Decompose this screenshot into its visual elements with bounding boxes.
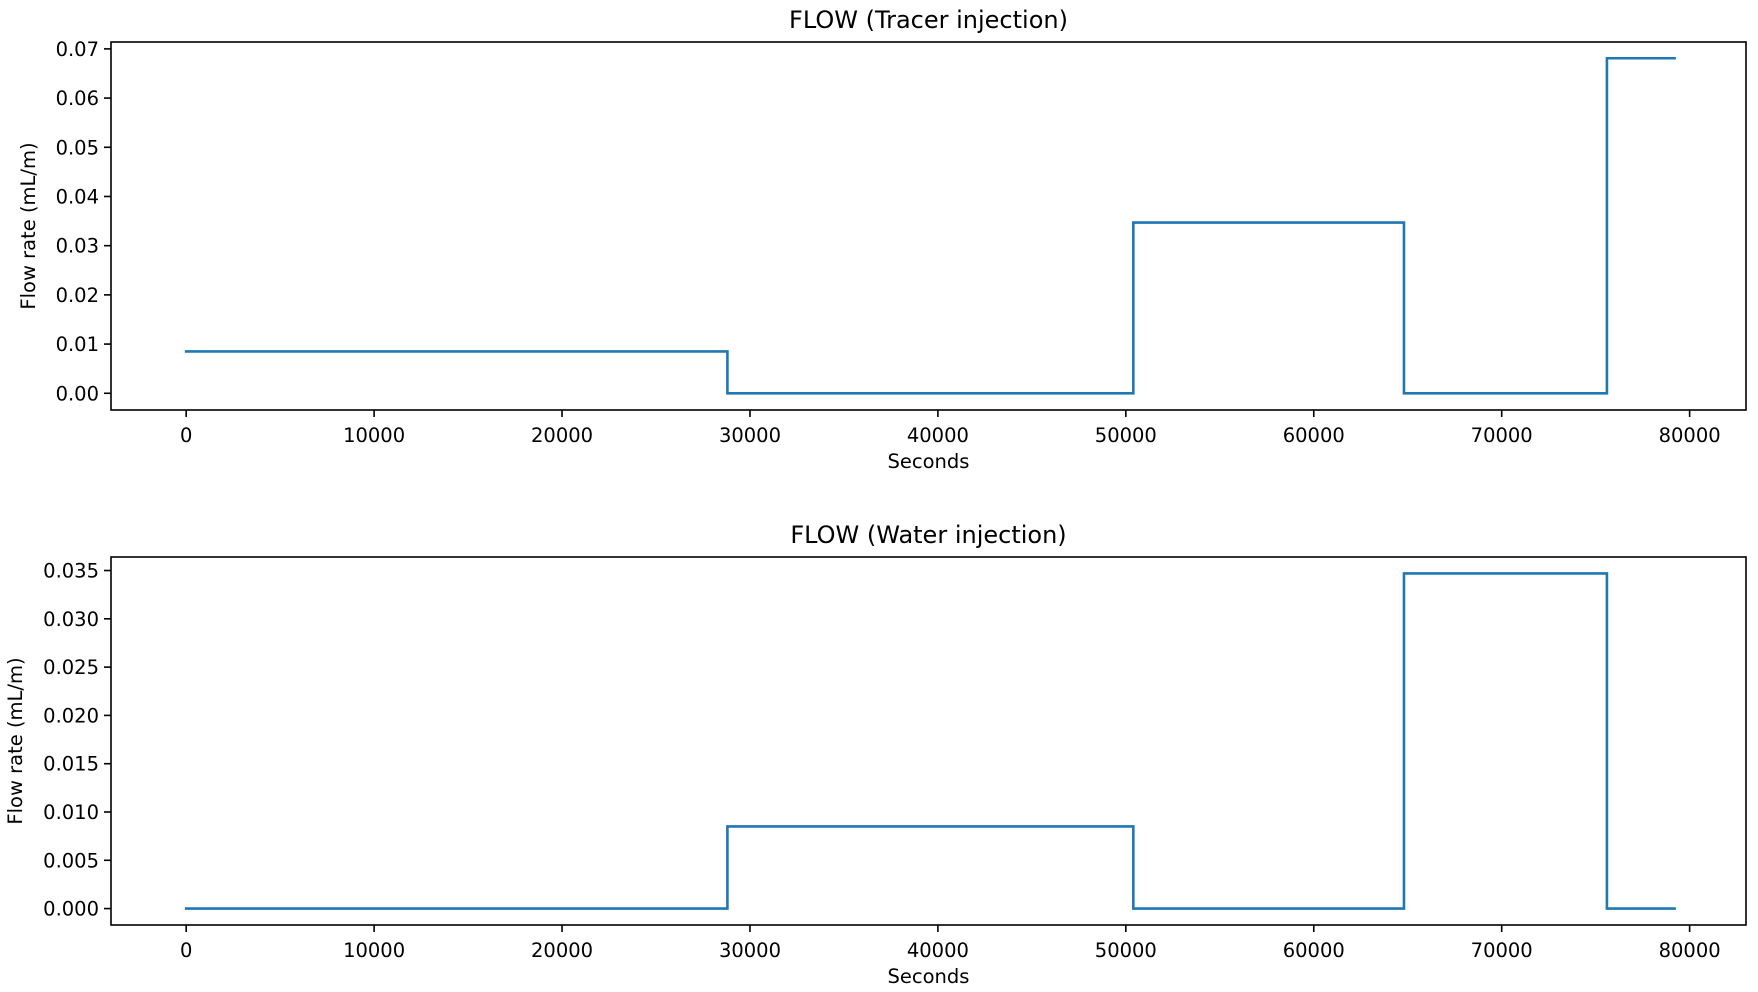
y-axis-label: Flow rate (mL/m): [17, 142, 40, 309]
x-tick-label: 30000: [719, 424, 781, 447]
x-tick-label: 50000: [1095, 424, 1157, 447]
x-tick-label: 10000: [343, 939, 405, 962]
x-tick-label: 0: [180, 424, 192, 447]
axes-frame: [110, 556, 1747, 926]
y-tick-label: 0.07: [56, 38, 99, 61]
y-tick-label: 0.04: [56, 185, 99, 208]
axes-frame: [110, 41, 1747, 411]
y-tick-label: 0.015: [43, 753, 99, 776]
y-tick-label: 0.03: [56, 235, 99, 258]
x-axis-label: Seconds: [888, 965, 970, 988]
y-tick-label: 0.030: [43, 608, 99, 631]
x-tick-label: 60000: [1283, 939, 1345, 962]
series-line: [184, 56, 1676, 395]
x-tick-label: 20000: [531, 939, 593, 962]
chart-title: FLOW (Tracer injection): [789, 6, 1068, 34]
y-tick-label: 0.01: [56, 333, 99, 356]
y-tick-label: 0.000: [43, 898, 99, 921]
x-tick-label: 20000: [531, 424, 593, 447]
x-tick-label: 80000: [1659, 939, 1721, 962]
x-tick-label: 70000: [1471, 424, 1533, 447]
y-tick-label: 0.035: [43, 560, 99, 583]
x-tick-label: 40000: [907, 424, 969, 447]
x-tick-label: 10000: [343, 424, 405, 447]
x-tick-label: 50000: [1095, 939, 1157, 962]
x-tick-label: 40000: [907, 939, 969, 962]
y-tick-label: 0.06: [56, 87, 99, 110]
y-tick-label: 0.00: [56, 382, 99, 405]
series-line: [184, 572, 1676, 910]
x-axis-label: Seconds: [888, 450, 970, 473]
y-tick-label: 0.020: [43, 704, 99, 727]
x-tick-label: 30000: [719, 939, 781, 962]
y-axis-label: Flow rate (mL/m): [4, 657, 27, 824]
y-tick-label: 0.05: [56, 136, 99, 159]
chart-title: FLOW (Water injection): [790, 521, 1066, 549]
y-tick-label: 0.02: [56, 284, 99, 307]
y-tick-label: 0.025: [43, 656, 99, 679]
y-tick-label: 0.010: [43, 801, 99, 824]
x-tick-label: 60000: [1283, 424, 1345, 447]
x-tick-label: 70000: [1471, 939, 1533, 962]
y-tick-label: 0.005: [43, 849, 99, 872]
x-tick-label: 0: [180, 939, 192, 962]
x-tick-label: 80000: [1659, 424, 1721, 447]
